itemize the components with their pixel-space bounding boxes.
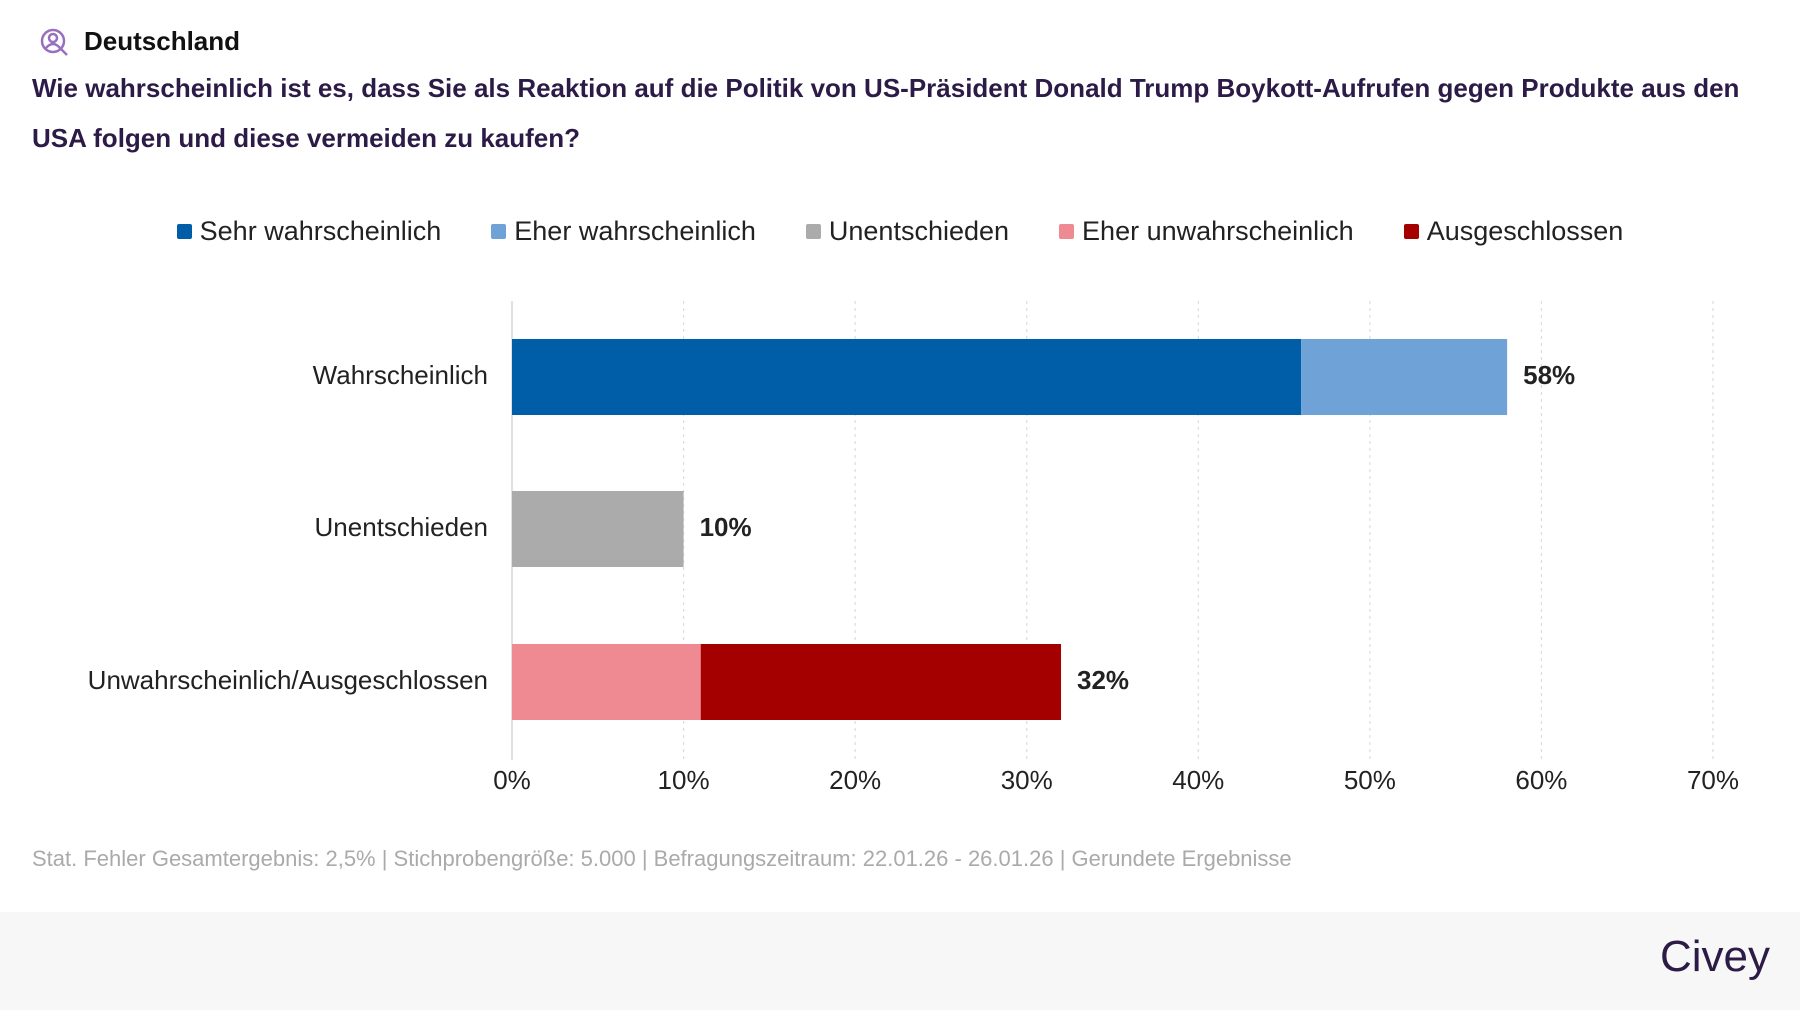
legend-swatch: [176, 224, 192, 239]
legend-label: Sehr wahrscheinlich: [199, 216, 442, 246]
legend-item: Unentschieden: [805, 216, 1010, 247]
category-label: Unentschieden: [315, 512, 488, 542]
category-label: Unwahrscheinlich/Ausgeschlossen: [88, 665, 488, 695]
legend-label: Ausgeschlossen: [1426, 216, 1624, 246]
legend-item: Eher wahrscheinlich: [491, 216, 756, 247]
x-tick-label: 50%: [1344, 765, 1396, 795]
total-label: 10%: [700, 512, 752, 542]
category-label: Wahrscheinlich: [313, 360, 488, 390]
bar-segment: [700, 644, 1062, 720]
x-tick-label: 30%: [1001, 765, 1053, 795]
legend-item: Ausgeschlossen: [1403, 216, 1624, 247]
x-tick-label: 20%: [829, 765, 881, 795]
footnote: Stat. Fehler Gesamtergebnis: 2,5% | Stic…: [32, 846, 1292, 871]
chart-title: Wie wahrscheinlich ist es, dass Sie als …: [32, 73, 1740, 153]
legend-item: Sehr wahrscheinlich: [176, 216, 442, 247]
x-tick-label: 60%: [1515, 765, 1567, 795]
legend-label: Eher unwahrscheinlich: [1082, 216, 1354, 246]
x-tick-label: 10%: [658, 765, 710, 795]
x-tick-label: 40%: [1172, 765, 1224, 795]
brand: Civey: [1659, 932, 1770, 981]
region-icon: [40, 28, 68, 56]
legend-swatch: [805, 224, 821, 239]
bar-segment: [1301, 339, 1508, 415]
total-label: 58%: [1523, 360, 1575, 390]
legend-item: Eher unwahrscheinlich: [1059, 216, 1354, 247]
bar-segment: [512, 644, 701, 720]
region: Deutschland: [84, 26, 241, 56]
total-label: 32%: [1077, 665, 1129, 695]
legend-swatch: [1059, 224, 1075, 239]
x-tick-label: 70%: [1687, 765, 1739, 795]
legend-label: Unentschieden: [828, 216, 1010, 246]
bar-segment: [512, 339, 1302, 415]
bar-segment: [512, 491, 684, 567]
footer: [0, 912, 1800, 1010]
x-tick-label: 0%: [493, 765, 531, 795]
legend-label: Eher wahrscheinlich: [514, 216, 756, 246]
legend: Sehr wahrscheinlich Eher wahrscheinlich Un…: [0, 216, 1800, 247]
legend-swatch: [491, 224, 507, 239]
legend-swatch: [1403, 224, 1419, 239]
